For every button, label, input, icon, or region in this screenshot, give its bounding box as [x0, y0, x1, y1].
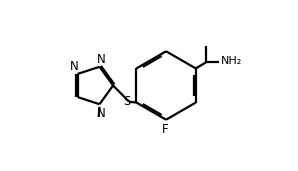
Text: N: N — [97, 53, 105, 66]
Text: N: N — [70, 60, 79, 73]
Text: F: F — [162, 123, 169, 136]
Text: NH₂: NH₂ — [221, 56, 242, 66]
Text: S: S — [123, 95, 131, 108]
Text: N: N — [97, 107, 105, 120]
